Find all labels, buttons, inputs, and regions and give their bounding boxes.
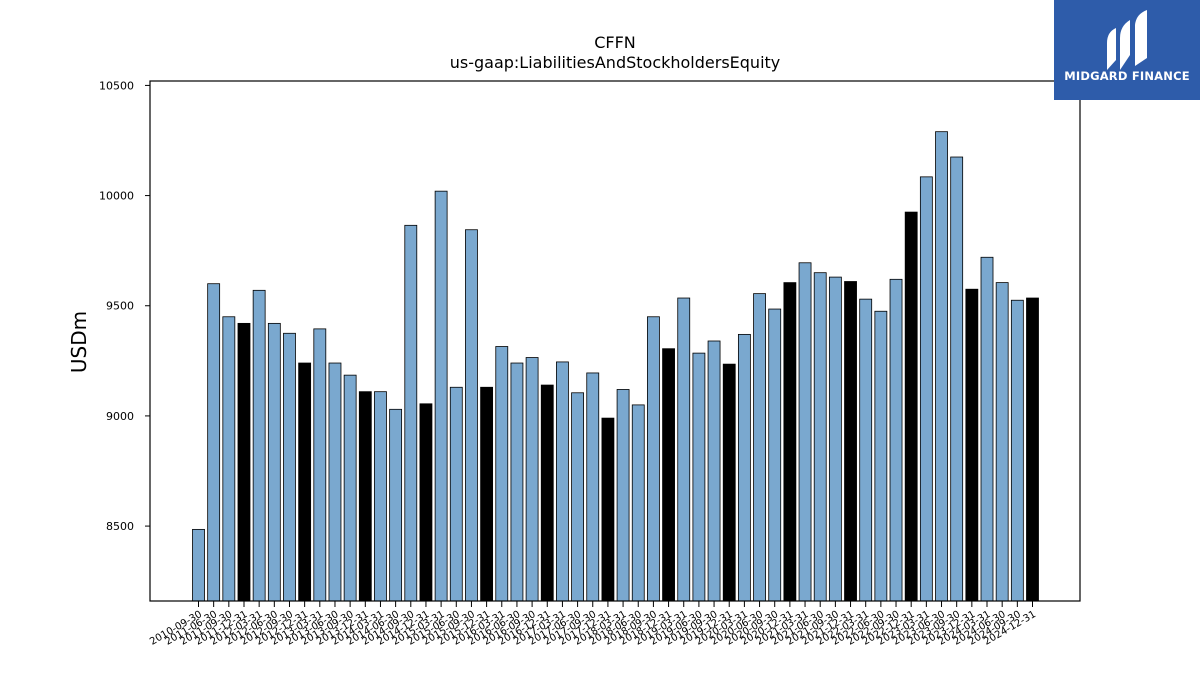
- bar-2022-06-30: [889, 278, 903, 602]
- bar-2013-06-30: [343, 374, 357, 602]
- bar-2021-09-30: [844, 281, 857, 602]
- y-axis-label: USDm: [67, 311, 91, 373]
- bar-2022-03-31: [874, 310, 888, 602]
- bar-2020-12-31: [798, 262, 812, 602]
- bar-2022-12-31: [919, 176, 933, 602]
- bar-2019-03-31: [692, 352, 706, 602]
- bar-2020-06-30: [768, 308, 782, 602]
- bar-2023-06-30: [950, 156, 964, 602]
- bar-2014-09-30: [419, 403, 433, 602]
- x-axis-ticks: 2010-09-302011-06-302011-09-302011-12-31…: [148, 601, 1038, 648]
- bar-2019-06-30: [707, 340, 721, 602]
- bar-2014-06-30: [404, 224, 418, 602]
- bar-2016-12-31: [556, 361, 569, 602]
- y-tick-label: 9500: [106, 300, 134, 313]
- bar-2016-09-30: [540, 384, 554, 602]
- bar-2013-09-30: [358, 391, 372, 602]
- plot-frame: [149, 80, 1081, 602]
- bar-2014-12-31: [434, 190, 448, 602]
- bar-2023-03-31: [935, 131, 948, 602]
- bar-2011-09-30: [237, 322, 251, 602]
- bars-group: [192, 131, 1039, 602]
- bar-2018-12-31: [677, 297, 691, 602]
- chart-subtitle: us-gaap:LiabilitiesAndStockholdersEquity: [450, 53, 781, 72]
- brand-name: MIDGARD FINANCE: [1064, 69, 1190, 83]
- bar-2016-03-31: [510, 362, 524, 602]
- bar-2013-12-31: [374, 391, 387, 602]
- bar-2019-09-30: [722, 363, 736, 602]
- bar-2021-03-31: [813, 272, 827, 602]
- bar-2024-12-31: [1026, 297, 1039, 602]
- bar-2017-12-31: [616, 389, 630, 602]
- bar-2023-09-30: [965, 288, 979, 602]
- bar-2018-03-31: [631, 404, 645, 602]
- bar-2012-06-30: [283, 332, 296, 602]
- bar-2012-03-31: [267, 322, 281, 602]
- bar-2011-12-31: [252, 289, 266, 602]
- y-tick-label: 10500: [99, 79, 134, 92]
- bar-2015-06-30: [465, 229, 478, 602]
- bar-2017-09-30: [601, 417, 615, 602]
- midgard-logo-icon: [1107, 10, 1147, 70]
- bar-2024-06-30: [1010, 299, 1024, 602]
- y-axis-ticks: 8500 9000 9500 10000 10500: [99, 79, 150, 533]
- y-tick-label: 9000: [106, 410, 134, 423]
- chart-title: CFFN: [594, 33, 636, 52]
- y-tick-label: 10000: [99, 190, 134, 203]
- bar-2020-03-31: [753, 293, 766, 602]
- bar-2011-03-31: [222, 316, 236, 602]
- bar-2010-12-31: [207, 283, 221, 602]
- bar-2015-03-31: [449, 386, 463, 602]
- brand-logo: MIDGARD FINANCE: [1054, 0, 1200, 100]
- bar-2016-06-30: [525, 357, 539, 602]
- bar-2015-12-31: [495, 346, 509, 602]
- bar-2018-09-30: [662, 348, 675, 602]
- bar-2012-09-30: [298, 362, 312, 602]
- bar-2017-06-30: [586, 372, 600, 602]
- bar-2021-12-31: [859, 298, 873, 602]
- bar-2017-03-31: [571, 392, 584, 602]
- bar-2012-12-31: [313, 328, 327, 602]
- bar-2023-12-31: [980, 256, 994, 602]
- y-tick-label: 8500: [106, 520, 134, 533]
- bar-2014-03-31: [389, 408, 403, 602]
- bar-2022-09-30: [904, 211, 918, 602]
- bar-2024-03-31: [995, 282, 1009, 602]
- bar-2019-12-31: [737, 333, 751, 602]
- bar-2010-09-30: [192, 528, 205, 602]
- bar-2015-09-30: [480, 386, 494, 602]
- bar-2013-03-31: [328, 362, 342, 602]
- bar-2020-09-30: [783, 282, 797, 602]
- bar-2018-06-30: [647, 316, 660, 602]
- bar-2021-06-30: [828, 276, 842, 602]
